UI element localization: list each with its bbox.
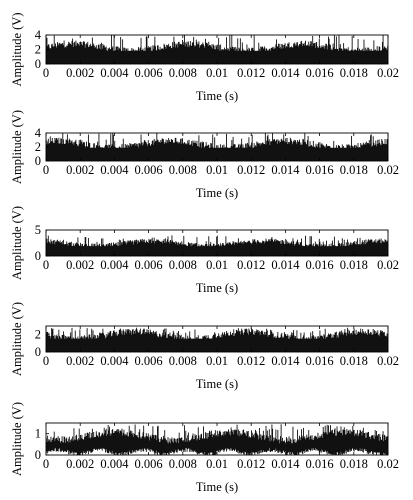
y-axis-title: Amplitude (V) — [10, 13, 24, 87]
x-tick-label: 0.016 — [306, 66, 334, 80]
x-tick-label: 0 — [43, 258, 49, 272]
x-tick-label: 0.018 — [340, 163, 368, 177]
y-tick-label: 2 — [35, 43, 41, 57]
y-tick-label: 2 — [35, 140, 41, 154]
x-tick-label: 0.004 — [100, 66, 129, 80]
x-axis-title: Time (s) — [196, 281, 238, 295]
y-tick-label: 0 — [35, 154, 41, 168]
x-tick-label: 0.01 — [206, 354, 228, 368]
x-tick-label: 0.02 — [377, 457, 399, 471]
x-tick-label: 0.006 — [135, 258, 163, 272]
x-axis-title: Time (s) — [196, 89, 238, 103]
y-axis-title: Amplitude (V) — [10, 110, 24, 184]
x-tick-label: 0.006 — [135, 354, 163, 368]
y-tick-label: 2 — [35, 328, 41, 342]
x-tick-label: 0.02 — [377, 66, 399, 80]
x-tick-label: 0.004 — [100, 163, 129, 177]
x-tick-label: 0.006 — [135, 163, 163, 177]
x-tick-label: 0.012 — [237, 354, 265, 368]
x-tick-label: 0.02 — [377, 163, 399, 177]
x-tick-label: 0.01 — [206, 258, 228, 272]
x-tick-label: 0.01 — [206, 163, 228, 177]
signal-body — [46, 246, 388, 256]
x-tick-label: 0.012 — [237, 163, 265, 177]
panel-4: 0 0.002 0.004 0.006 0.008 0.01 0.012 0.014 0.016… — [10, 302, 399, 391]
signal-body — [46, 338, 388, 352]
y-tick-label: 4 — [35, 126, 42, 140]
signal-body — [46, 147, 388, 161]
x-tick-label: 0 — [43, 457, 49, 471]
y-tick-label: 0 — [35, 249, 41, 263]
x-tick-label: 0.01 — [206, 457, 228, 471]
x-tick-label: 0.02 — [377, 258, 399, 272]
panel-5: 0 0.002 0.004 0.006 0.008 0.01 0.012 0.014 0.016… — [10, 402, 399, 494]
x-tick-label: 0.002 — [66, 66, 94, 80]
y-tick-label: 4 — [35, 28, 42, 42]
y-tick-label: 1 — [35, 427, 41, 441]
x-tick-label: 0.016 — [306, 258, 334, 272]
x-tick-label: 0.014 — [271, 354, 300, 368]
x-tick-label: 0.012 — [237, 457, 265, 471]
x-tick-label: 0.004 — [100, 354, 129, 368]
x-tick-label: 0.008 — [169, 354, 197, 368]
x-tick-label: 0.002 — [66, 163, 94, 177]
x-tick-label: 0.016 — [306, 457, 334, 471]
x-tick-label: 0.016 — [306, 354, 334, 368]
x-tick-label: 0.014 — [271, 457, 300, 471]
x-tick-label: 0.018 — [340, 354, 368, 368]
y-axis-title: Amplitude (V) — [10, 206, 24, 280]
y-axis-title: Amplitude (V) — [10, 402, 24, 476]
x-tick-label: 0.01 — [206, 66, 228, 80]
x-tick-label: 0.006 — [135, 457, 163, 471]
x-tick-label: 0 — [43, 354, 49, 368]
x-tick-label: 0.014 — [271, 66, 300, 80]
x-tick-label: 0.018 — [340, 66, 368, 80]
x-tick-label: 0.018 — [340, 258, 368, 272]
x-tick-label: 0.014 — [271, 258, 300, 272]
x-tick-label: 0.016 — [306, 163, 334, 177]
x-tick-label: 0.014 — [271, 163, 300, 177]
x-tick-label: 0.002 — [66, 258, 94, 272]
x-tick-label: 0.012 — [237, 258, 265, 272]
y-tick-label: 5 — [35, 223, 41, 237]
x-tick-label: 0.008 — [169, 66, 197, 80]
x-tick-label: 0.02 — [377, 354, 399, 368]
y-tick-label: 0 — [35, 57, 41, 71]
x-tick-label: 0.006 — [135, 66, 163, 80]
x-axis-title: Time (s) — [196, 480, 238, 494]
y-tick-label: 0 — [35, 448, 41, 462]
x-tick-label: 0.008 — [169, 258, 197, 272]
x-tick-label: 0 — [43, 66, 49, 80]
signal-body — [46, 50, 388, 64]
x-tick-label: 0 — [43, 163, 49, 177]
y-axis-title: Amplitude (V) — [10, 302, 24, 376]
panel-2: 0 0.002 0.004 0.006 0.008 0.01 0.012 0.014 0.016… — [10, 110, 399, 200]
y-tick-label: 0 — [35, 345, 41, 359]
x-axis-title: Time (s) — [196, 186, 238, 200]
x-tick-label: 0.008 — [169, 457, 197, 471]
x-tick-label: 0.008 — [169, 163, 197, 177]
x-tick-label: 0.002 — [66, 457, 94, 471]
x-axis-title: Time (s) — [196, 377, 238, 391]
x-tick-label: 0.004 — [100, 258, 129, 272]
x-tick-label: 0.012 — [237, 66, 265, 80]
panel-3: 0 0.002 0.004 0.006 0.008 0.01 0.012 0.014 0.016… — [10, 206, 399, 295]
x-tick-label: 0.018 — [340, 457, 368, 471]
panels: 0 0.002 0.004 0.006 0.008 0.01 0.012 0.014 0.016… — [10, 13, 399, 494]
x-tick-label: 0.002 — [66, 354, 94, 368]
x-tick-label: 0.004 — [100, 457, 129, 471]
panel-1: 0 0.002 0.004 0.006 0.008 0.01 0.012 0.014 0.016… — [10, 13, 399, 103]
